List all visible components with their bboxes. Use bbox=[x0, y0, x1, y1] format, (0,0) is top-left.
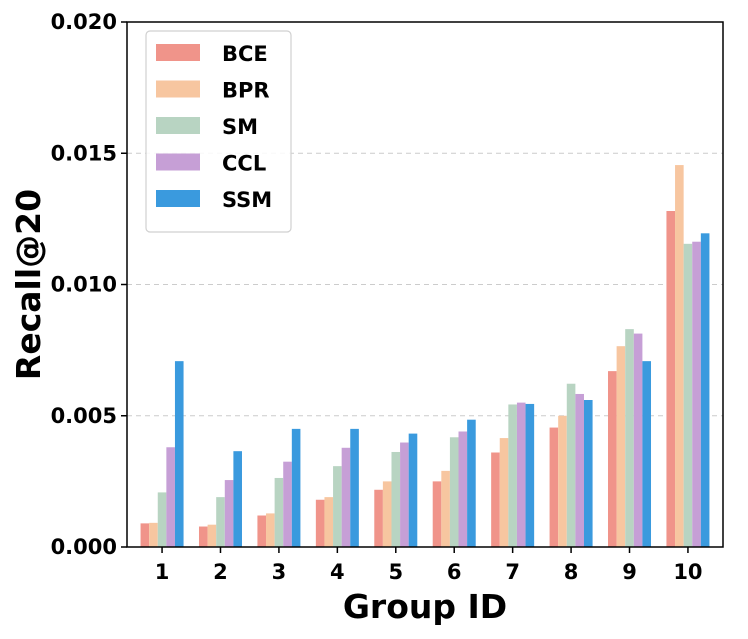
bar-bce-group-10 bbox=[666, 211, 676, 547]
legend: BCE BPR SM CCL SSM bbox=[145, 30, 292, 233]
legend-swatch-ccl bbox=[156, 153, 200, 171]
bar-bce-group-4 bbox=[315, 499, 325, 547]
y-tick-label: 0.010 bbox=[51, 273, 117, 297]
bar-ssm-group-2 bbox=[233, 451, 242, 547]
bar-sm-group-8 bbox=[566, 383, 576, 547]
bar-bpr-group-9 bbox=[616, 346, 626, 547]
x-tick-label: 8 bbox=[564, 560, 579, 584]
bar-bce-group-3 bbox=[257, 515, 267, 547]
bar-sm-group-9 bbox=[625, 329, 634, 547]
bar-ssm-group-9 bbox=[642, 361, 652, 547]
legend-label-bce: BCE bbox=[222, 42, 268, 66]
y-axis-ticks: 0.000 0.005 0.010 0.015 0.020 bbox=[51, 10, 127, 559]
bar-ccl-group-5 bbox=[400, 442, 409, 547]
bar-ccl-group-6 bbox=[458, 431, 468, 547]
bar-bpr-group-1 bbox=[149, 522, 158, 547]
x-axis-title: Group ID bbox=[343, 587, 507, 626]
legend-label-ccl: CCL bbox=[222, 152, 266, 176]
legend-swatch-ssm bbox=[156, 190, 200, 207]
x-tick-label: 9 bbox=[622, 560, 637, 584]
x-tick-label: 1 bbox=[155, 560, 170, 584]
bar-sm-group-7 bbox=[508, 404, 517, 547]
bar-sm-group-4 bbox=[333, 466, 342, 547]
x-tick-label: 4 bbox=[330, 560, 345, 584]
bar-ssm-group-8 bbox=[583, 400, 593, 547]
bar-sm-group-6 bbox=[449, 437, 459, 547]
bar-sm-group-1 bbox=[157, 492, 167, 547]
y-tick-label: 0.015 bbox=[51, 141, 117, 165]
bar-ccl-group-8 bbox=[575, 393, 584, 547]
legend-label-sm: SM bbox=[222, 115, 258, 139]
bar-bce-group-8 bbox=[549, 427, 559, 547]
bar-sm-group-2 bbox=[216, 497, 225, 547]
bar-bpr-group-10 bbox=[675, 165, 684, 547]
bar-sm-group-10 bbox=[683, 243, 693, 547]
bar-ssm-group-7 bbox=[525, 403, 535, 547]
y-tick-label: 0.020 bbox=[51, 10, 117, 34]
legend-swatch-sm bbox=[156, 117, 200, 134]
bar-bce-group-9 bbox=[608, 371, 617, 547]
bar-sm-group-3 bbox=[274, 477, 284, 547]
bar-bce-group-5 bbox=[374, 489, 383, 547]
bar-ssm-group-1 bbox=[174, 361, 184, 547]
bar-bce-group-6 bbox=[432, 481, 442, 547]
bar-ssm-group-10 bbox=[700, 233, 710, 547]
bar-ssm-group-5 bbox=[408, 433, 418, 547]
x-tick-label: 3 bbox=[272, 560, 287, 584]
bar-ccl-group-3 bbox=[283, 461, 292, 547]
bar-bpr-group-7 bbox=[499, 438, 509, 547]
bar-bce-group-7 bbox=[491, 452, 500, 547]
bar-ccl-group-9 bbox=[633, 333, 643, 547]
y-tick-label: 0.005 bbox=[51, 404, 117, 428]
bar-ccl-group-7 bbox=[516, 402, 526, 547]
bar-bce-group-2 bbox=[198, 526, 208, 547]
x-tick-label: 7 bbox=[505, 560, 520, 584]
bar-ssm-group-3 bbox=[291, 428, 301, 547]
legend-label-ssm: SSM bbox=[222, 188, 272, 212]
x-tick-label: 5 bbox=[388, 560, 403, 584]
bar-bce-group-1 bbox=[140, 523, 150, 547]
y-axis-title: Recall@20 bbox=[9, 189, 48, 380]
bar-ssm-group-6 bbox=[467, 419, 476, 547]
bar-bpr-group-8 bbox=[558, 415, 567, 547]
bar-bpr-group-6 bbox=[441, 470, 450, 547]
bar-bpr-group-2 bbox=[207, 524, 217, 547]
bar-bpr-group-4 bbox=[324, 497, 334, 547]
x-tick-label: 6 bbox=[447, 560, 462, 584]
bar-series bbox=[140, 165, 710, 547]
bar-ssm-group-4 bbox=[350, 428, 359, 547]
bar-ccl-group-4 bbox=[341, 447, 351, 547]
y-tick-label: 0.000 bbox=[51, 535, 117, 559]
bar-bpr-group-5 bbox=[382, 481, 392, 547]
bar-ccl-group-2 bbox=[224, 480, 234, 547]
bar-ccl-group-10 bbox=[692, 241, 701, 547]
x-tick-label: 10 bbox=[673, 560, 702, 584]
bar-ccl-group-1 bbox=[166, 447, 175, 547]
x-tick-label: 2 bbox=[213, 560, 228, 584]
legend-swatch-bce bbox=[156, 44, 200, 61]
legend-swatch-bpr bbox=[156, 80, 200, 98]
x-axis-ticks: 1 2 3 4 5 6 7 8 9 10 bbox=[155, 547, 703, 584]
legend-label-bpr: BPR bbox=[222, 79, 270, 103]
bar-sm-group-5 bbox=[391, 451, 401, 547]
bar-bpr-group-3 bbox=[266, 513, 275, 547]
